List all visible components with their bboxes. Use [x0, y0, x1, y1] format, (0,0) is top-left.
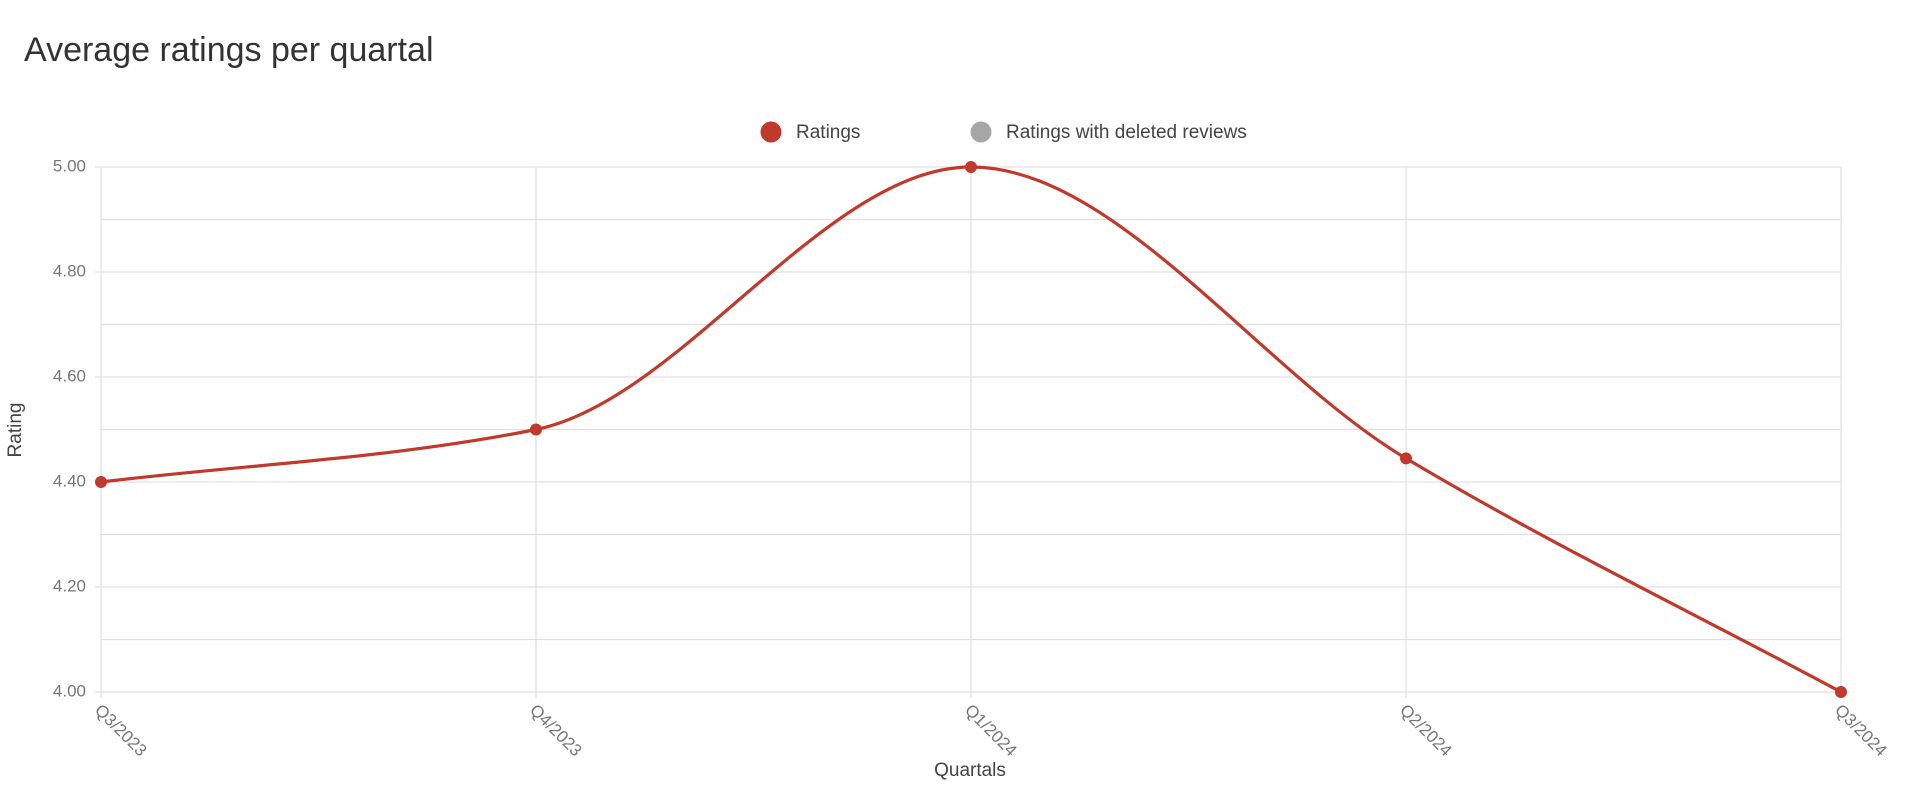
point — [95, 476, 107, 488]
y-tick-label: 4.80 — [53, 261, 86, 280]
x-tick-label: Q4/2023 — [526, 701, 586, 761]
x-tick-label: Q3/2023 — [91, 701, 151, 761]
y-axis-label: Rating — [5, 403, 26, 458]
x-axis-label: Quartals — [934, 760, 1006, 781]
y-tick-label: 4.00 — [53, 681, 86, 700]
x-tick-label: Q2/2024 — [1396, 701, 1456, 761]
legend-label: Ratings — [796, 122, 860, 143]
y-tick-label: 4.60 — [53, 366, 86, 385]
point — [1400, 452, 1412, 465]
point — [965, 161, 977, 173]
x-tick-label: Q1/2024 — [961, 701, 1021, 761]
y-tick-label: 4.20 — [53, 576, 86, 595]
chart-title: Average ratings per quartal — [24, 31, 434, 69]
legend-label: Ratings with deleted reviews — [1006, 122, 1247, 143]
legend-marker — [970, 121, 992, 143]
y-tick-label: 4.40 — [53, 471, 86, 490]
x-tick-label: Q3/2024 — [1831, 701, 1891, 761]
point — [1835, 686, 1847, 698]
y-tick-label: 5.00 — [53, 156, 86, 175]
point — [530, 423, 542, 436]
legend-marker — [760, 121, 782, 143]
